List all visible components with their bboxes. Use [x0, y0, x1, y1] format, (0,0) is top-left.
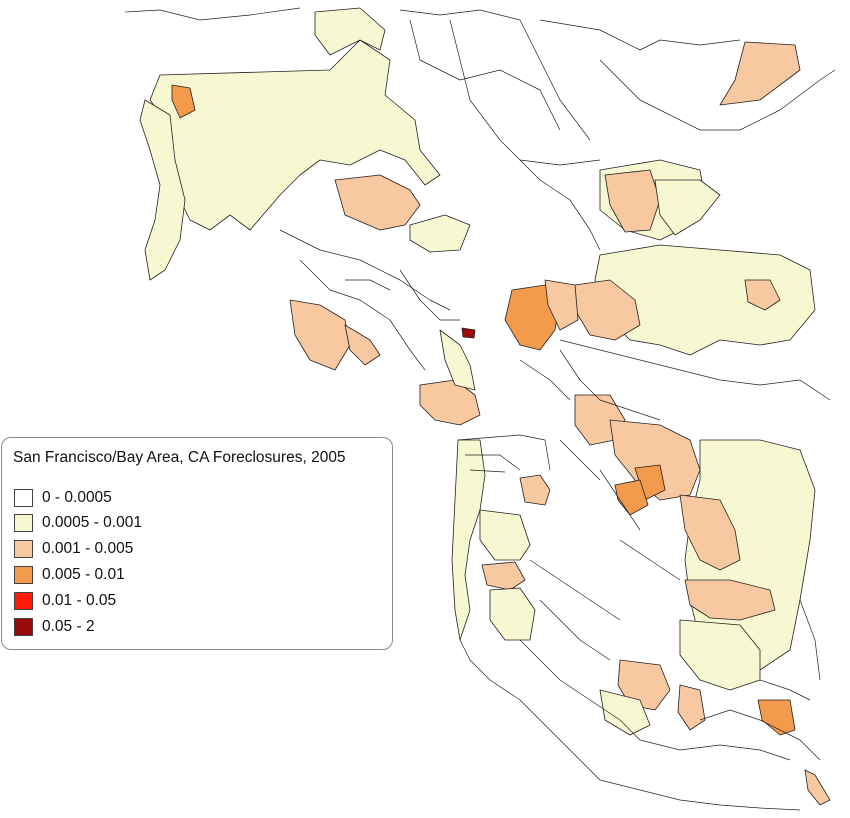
tract-point-reyes — [139, 99, 186, 281]
legend-swatch — [14, 592, 33, 610]
tract-marin-north — [314, 7, 386, 56]
legend-label: 0.001 - 0.005 — [42, 540, 134, 557]
tract-eastbay-orange-3 — [614, 479, 649, 516]
tract-sb-peach-3 — [804, 769, 831, 806]
tract-eastbay-peach-5 — [609, 419, 701, 501]
tract-dark-red — [461, 327, 476, 339]
legend-item: 0.0005 - 0.001 — [14, 513, 142, 533]
tract-sb-orange — [757, 699, 796, 736]
tract-pen-yellow-2 — [489, 587, 536, 641]
tract-polygons — [139, 7, 831, 806]
legend-swatch — [14, 566, 33, 584]
tract-marin-sw — [289, 299, 351, 371]
tract-marin-yellow2 — [409, 214, 471, 253]
tract-pen-peach — [481, 561, 526, 591]
legend-label: 0.0005 - 0.001 — [42, 514, 142, 531]
tract-small-orange-nw — [171, 84, 196, 119]
tract-sf-yellow-west — [451, 439, 486, 641]
tract-eastbay-peach-2 — [544, 279, 579, 331]
tract-sb-yellow — [599, 689, 651, 736]
legend-item: 0.01 - 0.05 — [14, 591, 116, 611]
tract-pen-yellow-1 — [479, 509, 531, 561]
tract-eastbay-peach-3 — [744, 279, 781, 311]
tract-sb-peach-2 — [677, 684, 706, 731]
legend-swatch — [14, 489, 33, 507]
tract-eastbay-peach-6 — [679, 494, 741, 571]
tract-solano-2 — [604, 169, 661, 233]
tract-solano-3 — [654, 179, 721, 236]
tract-marin-yellow3 — [439, 329, 476, 391]
tract-marin-sw2 — [344, 324, 381, 366]
legend-swatch — [14, 618, 33, 636]
legend-item: 0.005 - 0.01 — [14, 565, 125, 585]
tract-sf-peach — [519, 474, 551, 506]
legend-item: 0 - 0.0005 — [14, 488, 112, 508]
map-legend: San Francisco/Bay Area, CA Foreclosures,… — [1, 437, 393, 650]
legend-label: 0.005 - 0.01 — [42, 566, 125, 583]
legend-label: 0.05 - 2 — [42, 618, 95, 635]
tract-marin-mid — [334, 174, 421, 231]
legend-label: 0 - 0.0005 — [42, 489, 112, 506]
legend-item: 0.05 - 2 — [14, 617, 95, 637]
legend-swatch — [14, 514, 33, 532]
legend-title: San Francisco/Bay Area, CA Foreclosures,… — [13, 449, 346, 466]
tract-ne-orange-top — [719, 41, 801, 106]
tract-outlines — [124, 7, 836, 811]
legend-item: 0.001 - 0.005 — [14, 539, 133, 559]
tract-eastbay-yellow-3 — [679, 619, 761, 691]
tract-eastbay-peach-7 — [684, 579, 776, 621]
legend-swatch — [14, 540, 33, 558]
legend-label: 0.01 - 0.05 — [42, 592, 117, 609]
